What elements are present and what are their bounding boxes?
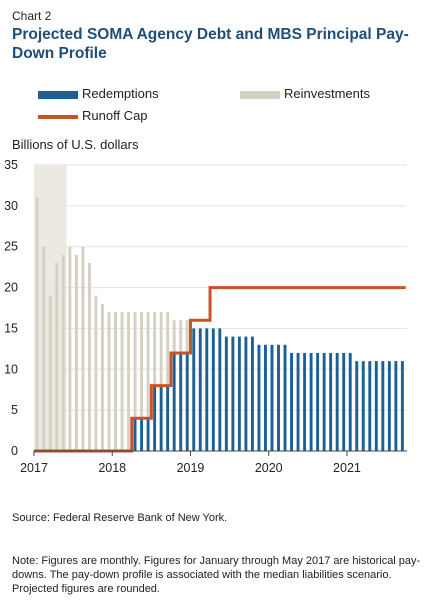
bar-redemptions	[179, 352, 183, 451]
chart-title: Projected SOMA Agency Debt and MBS Princ…	[12, 26, 409, 62]
bar-redemptions	[335, 352, 339, 451]
bar-redemptions	[355, 361, 359, 451]
bar-redemptions	[381, 361, 385, 451]
bar-reinvestments	[107, 312, 111, 451]
bar-redemptions	[290, 352, 293, 451]
bar-redemptions	[309, 352, 313, 451]
legend-label-runoff-cap: Runoff Cap	[82, 108, 148, 123]
bar-reinvestments	[172, 320, 176, 353]
bar-redemptions	[374, 361, 378, 451]
legend-item-redemptions: Redemptions	[38, 86, 159, 102]
bar-redemptions	[283, 344, 287, 451]
legend-label-reinvestments: Reinvestments	[284, 86, 370, 101]
y-tick-label: 10	[4, 362, 18, 376]
bar-redemptions	[140, 418, 144, 451]
bar-redemptions	[224, 336, 228, 451]
y-tick-label: 0	[11, 444, 18, 458]
bar-redemptions	[133, 418, 137, 451]
legend-label-redemptions: Redemptions	[82, 86, 159, 101]
bar-reinvestments	[74, 254, 78, 451]
x-tick-label: 2020	[255, 461, 283, 475]
bar-redemptions	[218, 328, 222, 451]
bar-redemptions	[153, 385, 157, 451]
x-tick-label: 2021	[333, 461, 361, 475]
bar-redemptions	[250, 336, 254, 451]
bar-redemptions	[303, 352, 307, 451]
bar-reinvestments	[87, 263, 91, 451]
bar-redemptions	[368, 361, 372, 451]
bar-reinvestments	[94, 295, 98, 451]
bar-reinvestments	[35, 197, 39, 451]
bar-redemptions	[361, 361, 365, 451]
bar-reinvestments	[153, 312, 157, 386]
source-text: Source: Federal Reserve Bank of New York…	[12, 512, 228, 524]
bar-reinvestments	[179, 320, 183, 353]
x-tick-label: 2019	[177, 461, 205, 475]
bar-reinvestments	[120, 312, 124, 451]
bar-redemptions	[244, 336, 248, 451]
legend-item-reinvestments: Reinvestments	[240, 86, 370, 102]
bar-redemptions	[348, 352, 352, 451]
chart-label: Chart 2	[12, 9, 52, 23]
bar-redemptions	[166, 385, 170, 451]
bar-redemptions	[146, 418, 150, 451]
note-text: Note: Figures are monthly. Figures for J…	[12, 555, 421, 595]
bar-redemptions	[277, 344, 280, 451]
bar-reinvestments	[48, 295, 52, 451]
y-tick-label: 30	[4, 199, 18, 213]
bar-reinvestments	[127, 312, 130, 451]
bar-redemptions	[264, 344, 267, 451]
bar-reinvestments	[166, 312, 170, 386]
bar-redemptions	[257, 344, 261, 451]
bar-reinvestments	[114, 312, 117, 451]
bar-reinvestments	[159, 312, 163, 386]
bar-reinvestments	[42, 246, 46, 451]
y-axis-unit-label: Billions of U.S. dollars	[12, 137, 139, 152]
bar-redemptions	[316, 352, 320, 451]
bar-redemptions	[159, 385, 163, 451]
x-tick-label: 2017	[20, 461, 48, 475]
y-tick-label: 15	[4, 321, 18, 335]
bar-reinvestments	[68, 246, 72, 451]
bar-redemptions	[394, 361, 398, 451]
bar-reinvestments	[185, 320, 189, 353]
y-tick-label: 20	[4, 281, 18, 295]
bar-reinvestments	[81, 246, 85, 451]
legend-item-runoff-cap: Runoff Cap	[38, 108, 148, 124]
bar-redemptions	[198, 328, 202, 451]
bar-reinvestments	[55, 263, 59, 451]
bar-redemptions	[329, 352, 333, 451]
bar-redemptions	[211, 328, 215, 451]
bar-redemptions	[205, 328, 209, 451]
bar-redemptions	[237, 336, 241, 451]
y-tick-label: 35	[4, 158, 18, 172]
x-tick-label: 2018	[98, 461, 126, 475]
bar-reinvestments	[146, 312, 150, 419]
y-tick-label: 25	[4, 240, 18, 254]
bar-redemptions	[172, 352, 176, 451]
legend-swatch-runoff-cap	[38, 114, 78, 119]
bar-redemptions	[192, 328, 196, 451]
bar-reinvestments	[133, 312, 137, 419]
bar-redemptions	[185, 352, 189, 451]
legend-swatch-reinvestments	[240, 90, 280, 99]
y-tick-label: 5	[11, 403, 18, 417]
bar-reinvestments	[101, 303, 104, 451]
bar-redemptions	[322, 352, 326, 451]
bar-redemptions	[342, 352, 346, 451]
bar-redemptions	[387, 361, 391, 451]
bar-reinvestments	[61, 254, 65, 451]
bar-redemptions	[231, 336, 235, 451]
legend-swatch-redemptions	[38, 90, 78, 99]
bar-redemptions	[270, 344, 274, 451]
bar-redemptions	[296, 352, 300, 451]
bar-reinvestments	[140, 312, 144, 419]
bar-redemptions	[400, 361, 404, 451]
